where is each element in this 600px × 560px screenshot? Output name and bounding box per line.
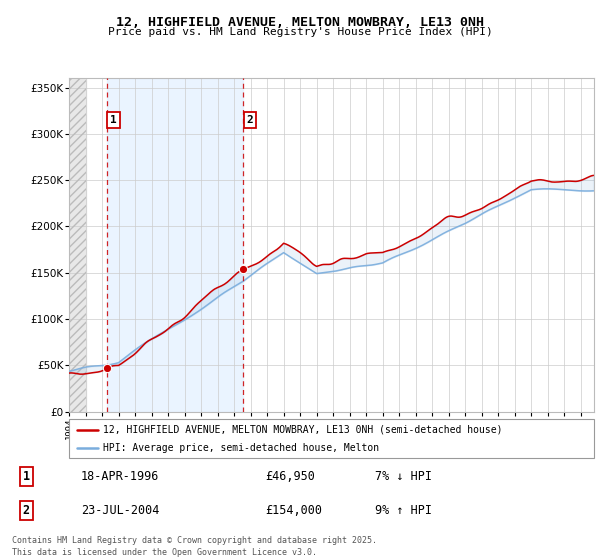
Bar <box>69 78 86 412</box>
FancyBboxPatch shape <box>69 419 594 458</box>
Text: 1: 1 <box>23 470 30 483</box>
Text: 9% ↑ HPI: 9% ↑ HPI <box>375 504 432 517</box>
Text: £154,000: £154,000 <box>265 504 322 517</box>
Text: Price paid vs. HM Land Registry's House Price Index (HPI): Price paid vs. HM Land Registry's House … <box>107 27 493 37</box>
Bar <box>69 78 86 412</box>
Text: 7% ↓ HPI: 7% ↓ HPI <box>375 470 432 483</box>
Text: Contains HM Land Registry data © Crown copyright and database right 2025.
This d: Contains HM Land Registry data © Crown c… <box>12 536 377 557</box>
Bar <box>107 78 244 412</box>
Text: 2: 2 <box>23 504 30 517</box>
Text: 12, HIGHFIELD AVENUE, MELTON MOWBRAY, LE13 0NH: 12, HIGHFIELD AVENUE, MELTON MOWBRAY, LE… <box>116 16 484 29</box>
Text: HPI: Average price, semi-detached house, Melton: HPI: Average price, semi-detached house,… <box>103 443 379 453</box>
Text: 18-APR-1996: 18-APR-1996 <box>81 470 160 483</box>
Text: 1: 1 <box>110 115 117 125</box>
Text: 2: 2 <box>247 115 253 125</box>
Text: £46,950: £46,950 <box>265 470 316 483</box>
Text: 23-JUL-2004: 23-JUL-2004 <box>81 504 160 517</box>
Text: 12, HIGHFIELD AVENUE, MELTON MOWBRAY, LE13 0NH (semi-detached house): 12, HIGHFIELD AVENUE, MELTON MOWBRAY, LE… <box>103 424 503 435</box>
